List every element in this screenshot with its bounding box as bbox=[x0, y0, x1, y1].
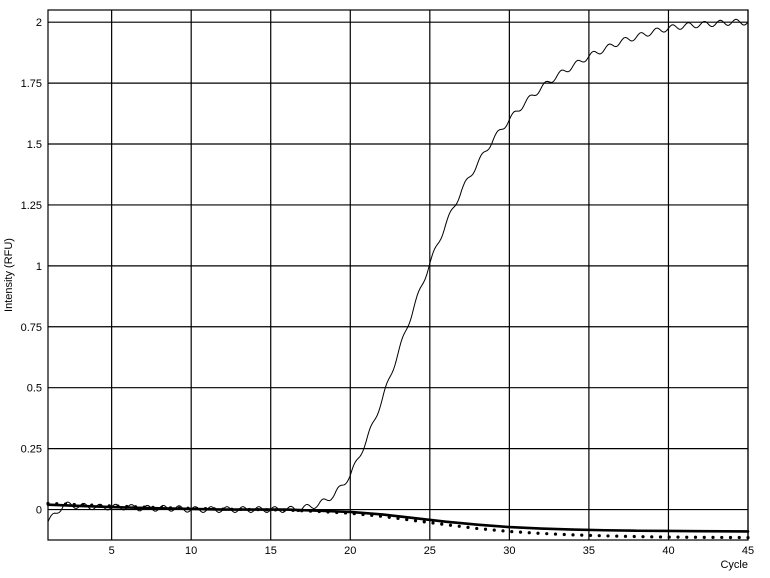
x-tick-label: 10 bbox=[185, 545, 197, 557]
axes-layer bbox=[48, 10, 748, 540]
y-axis-title: Intensity (RFU) bbox=[3, 238, 15, 312]
x-tick-label: 35 bbox=[583, 545, 595, 557]
amplification-chart: 5 10 15 20 25 30 35 40 45 0 0.25 0.5 0.75 1 1.25 1.5 1.7… bbox=[0, 0, 770, 578]
series-layer bbox=[46, 19, 749, 539]
x-tick-label: 15 bbox=[265, 545, 277, 557]
x-axis-title: Cycle bbox=[720, 559, 748, 571]
y-tick-label: 0 bbox=[36, 505, 42, 517]
y-tick-label: 1 bbox=[36, 261, 42, 273]
grid-layer bbox=[48, 10, 748, 540]
ticks-layer: 5 10 15 20 25 30 35 40 45 0 0.25 0.5 0.75 1 1.25 1.5 1.7… bbox=[21, 17, 755, 557]
y-tick-label: 1.5 bbox=[27, 139, 42, 151]
series-amplification-curve bbox=[48, 19, 748, 521]
y-tick-label: 0.25 bbox=[21, 444, 42, 456]
x-tick-label: 40 bbox=[662, 545, 674, 557]
y-tick-label: 0.75 bbox=[21, 322, 42, 334]
chart-container: 5 10 15 20 25 30 35 40 45 0 0.25 0.5 0.75 1 1.25 1.5 1.7… bbox=[0, 0, 770, 578]
x-tick-label: 30 bbox=[503, 545, 515, 557]
series-negative-control-dotted bbox=[46, 502, 749, 539]
x-tick-label: 5 bbox=[109, 545, 115, 557]
y-tick-label: 1.75 bbox=[21, 78, 42, 90]
x-tick-label: 45 bbox=[742, 545, 754, 557]
y-tick-label: 0.5 bbox=[27, 383, 42, 395]
y-tick-label: 2 bbox=[36, 17, 42, 29]
x-tick-label: 25 bbox=[424, 545, 436, 557]
y-tick-label: 1.25 bbox=[21, 200, 42, 212]
x-tick-label: 20 bbox=[344, 545, 356, 557]
